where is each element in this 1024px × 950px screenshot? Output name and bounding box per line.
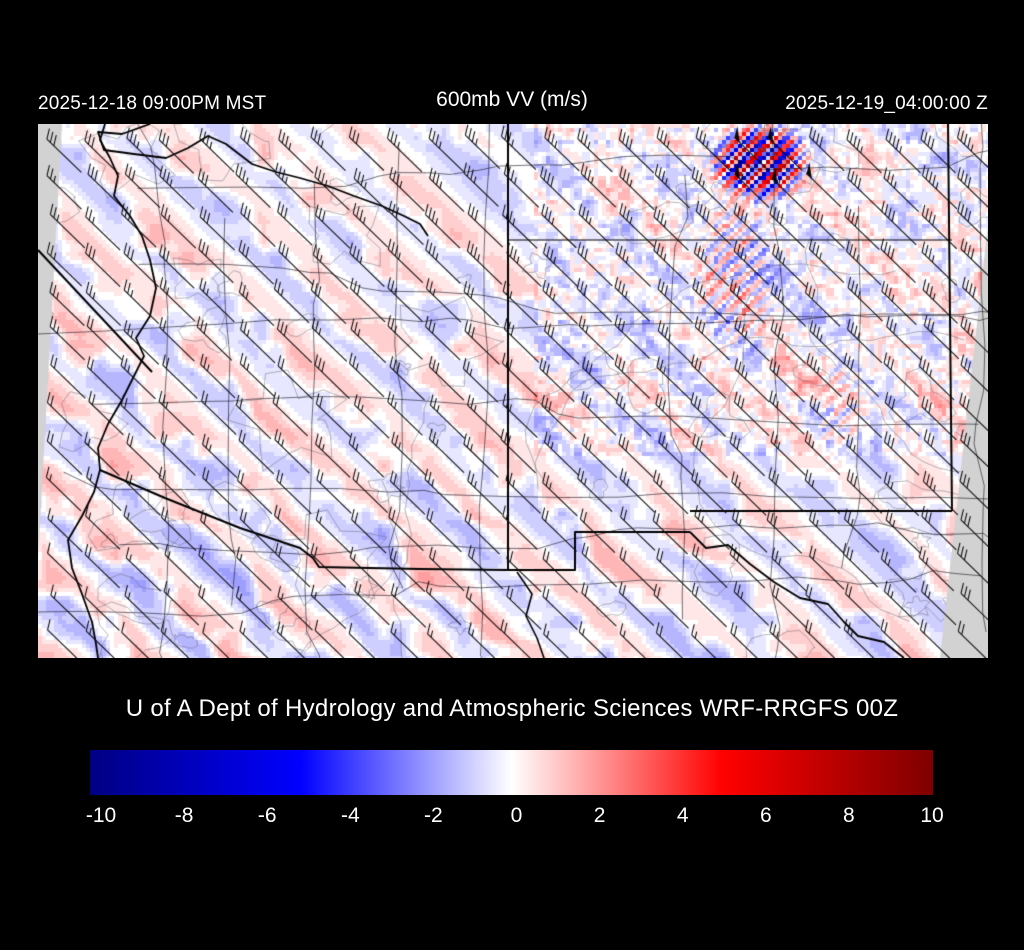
colorbar-tick-label: 8: [843, 804, 855, 827]
forecast-map-canvas: [38, 124, 988, 658]
colorbar-tick-labels: -10 -8 -6 -4 -2 0 2 4 6 8 10: [86, 804, 944, 834]
colorbar-tick-label: 2: [593, 804, 606, 827]
colorbar-gradient: [90, 750, 933, 795]
colorbar-tick-label: 6: [759, 804, 772, 827]
colorbar-tick-label: -10: [85, 804, 117, 827]
colorbar-tick-label: -2: [424, 804, 443, 827]
colorbar-tick-label: 0: [510, 804, 523, 827]
caption: U of A Dept of Hydrology and Atmospheric…: [125, 695, 899, 722]
valid-time-label: 2025-12-19_04:00:00 Z: [785, 93, 988, 114]
colorbar-tick-label: -6: [257, 804, 277, 827]
colorbar-tick-label: 10: [920, 804, 944, 827]
colorbar-tick-label: -8: [174, 804, 194, 827]
colorbar-tick-label: -4: [340, 804, 360, 827]
plot-title: 600mb VV (m/s): [436, 88, 588, 111]
colorbar-tick-label: 4: [676, 804, 689, 827]
init-time-label: 2025-12-18 09:00PM MST: [38, 93, 267, 114]
